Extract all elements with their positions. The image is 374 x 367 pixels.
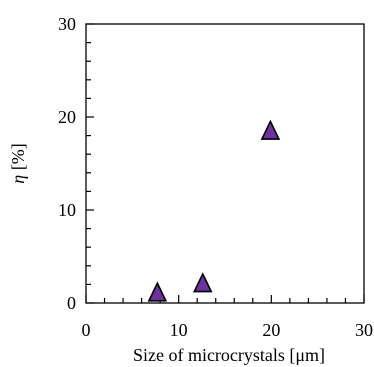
y-tick-label: 20 (58, 107, 76, 127)
x-tick-label: 20 (262, 320, 280, 340)
x-axis-tick-labels: 0 10 20 30 (82, 320, 374, 340)
data-point-marker (147, 281, 168, 302)
data-point-marker (192, 272, 213, 293)
y-axis-symbol: η (8, 175, 28, 184)
y-tick-label: 30 (58, 14, 76, 34)
x-tick-label: 10 (170, 320, 188, 340)
x-tick-label: 0 (82, 320, 91, 340)
data-points (147, 119, 281, 302)
y-axis-ticks (86, 23, 94, 304)
x-axis-title: Size of microcrystals [μm] (133, 345, 325, 365)
y-tick-label: 10 (58, 200, 76, 220)
plot-frame (85, 23, 365, 304)
y-tick-label: 0 (67, 293, 76, 313)
x-tick-label: 30 (355, 320, 373, 340)
y-axis-title: η [%] (8, 143, 28, 183)
x-axis-ticks (85, 295, 365, 303)
y-axis-unit: [%] (8, 143, 28, 174)
y-axis-tick-labels: 0 10 20 30 (58, 14, 76, 313)
data-point-marker (260, 119, 281, 140)
